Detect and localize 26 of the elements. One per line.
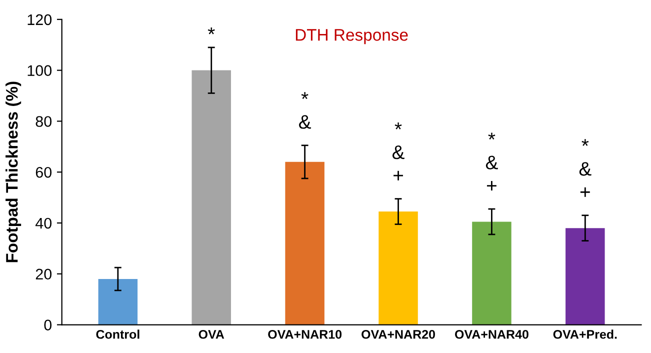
y-tick-label: 100 [28,65,52,76]
annotation: * & [299,92,311,129]
bar [285,162,324,325]
x-tick-label: OVA+NAR40 [455,330,528,339]
x-tick-label: OVA+Pred. [553,330,617,339]
annotation: * & + [486,132,498,191]
y-tick-label: 80 [36,116,52,127]
annotation: * & + [392,122,404,180]
bar [566,228,605,325]
y-tick-label: 40 [35,218,52,229]
annotation: * [208,27,215,34]
x-tick-label: OVA+NAR20 [362,330,435,339]
annotation: * & + [579,139,592,197]
x-tick-label: Control [96,330,140,339]
bar [192,70,231,325]
y-tick-label: 20 [36,268,52,280]
y-axis-title: Footpad Thickness (%) [6,82,22,262]
y-tick-label: 0 [44,320,52,330]
bar [472,222,512,325]
x-tick-label: OVA [198,330,224,339]
x-tick-label: OVA+NAR10 [268,330,342,339]
bar [98,278,138,325]
y-tick-label: 60 [36,166,52,178]
text: DTH Response [296,29,408,44]
y-tick-label: 120 [28,14,52,26]
bar [378,212,418,325]
